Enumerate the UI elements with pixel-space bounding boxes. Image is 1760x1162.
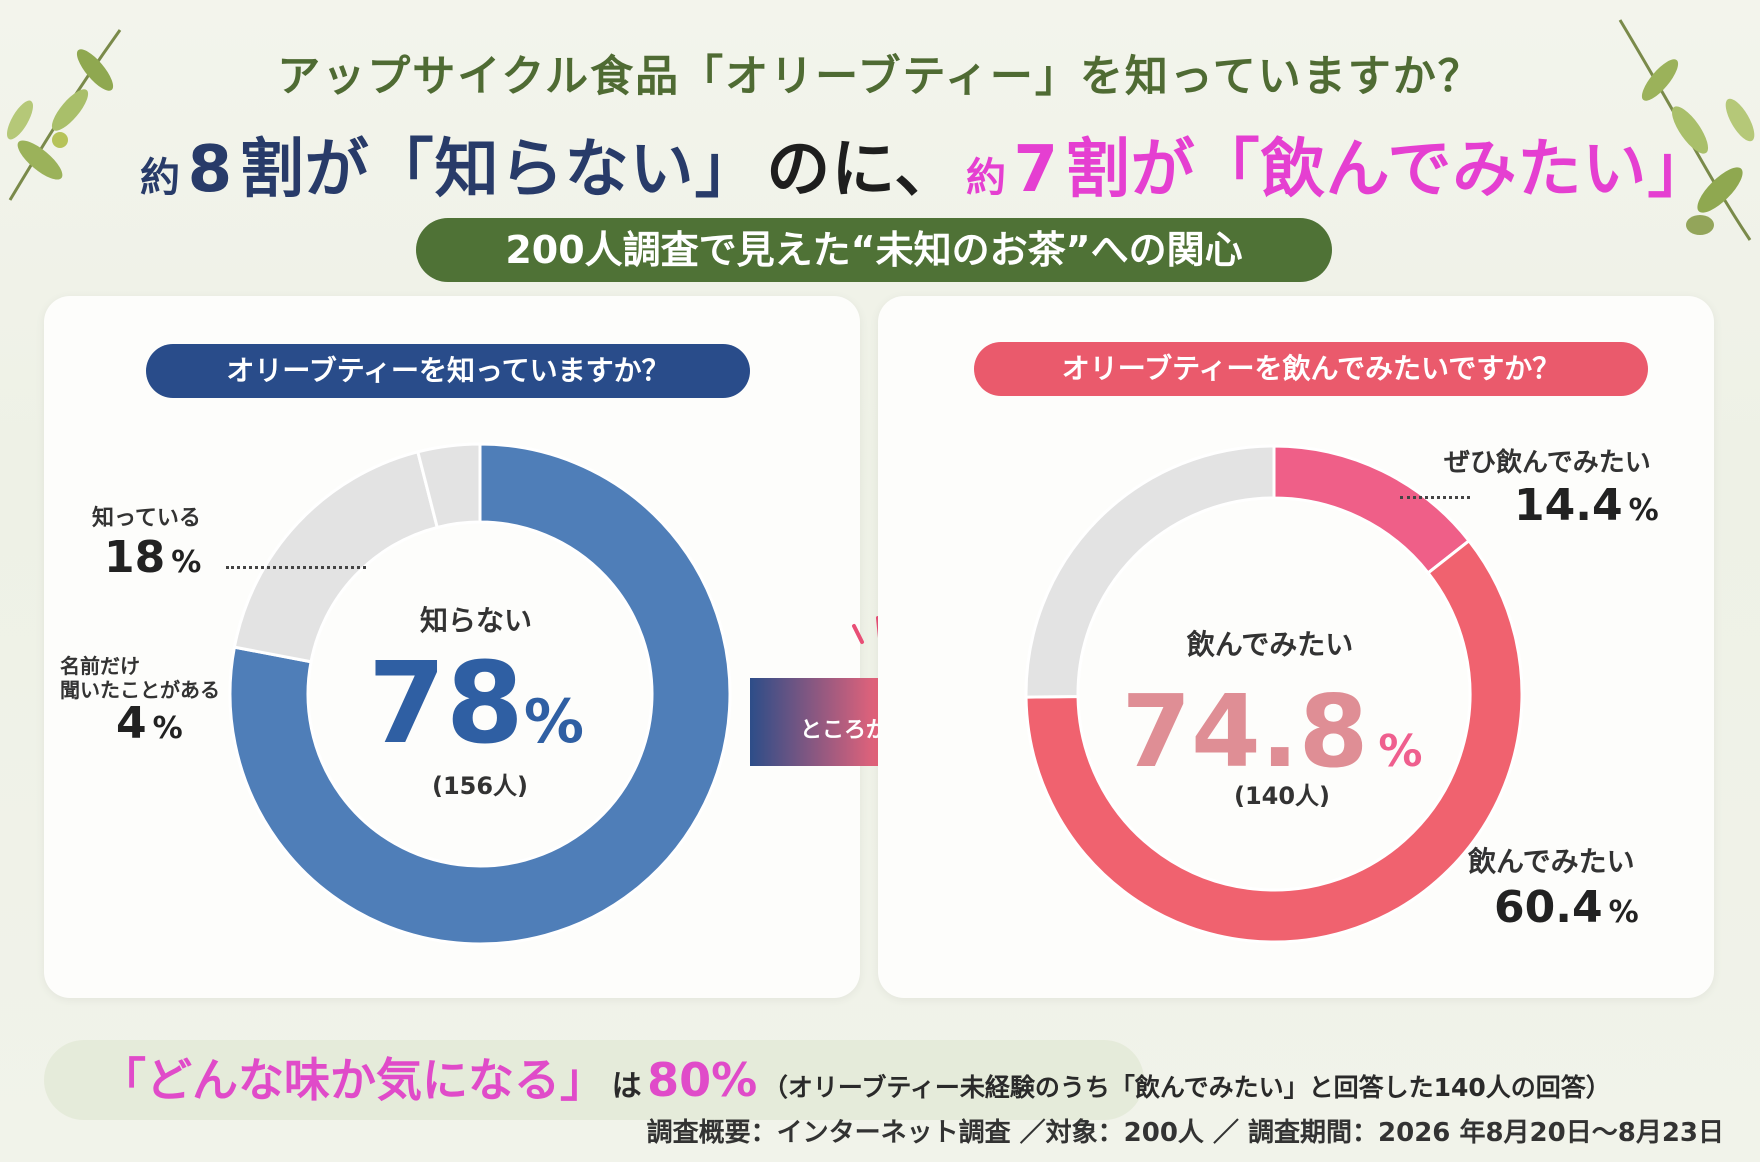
label-know-name: 知っている <box>92 506 201 531</box>
awareness-donut-chart: 知らない 78% (156人) <box>228 442 732 946</box>
interest-question: オリーブティーを飲んでみたいですか？ <box>974 342 1648 396</box>
olive-branch-right-decoration <box>1618 19 1755 241</box>
bottom-highlight: 「どんな味か気になる」 は 80% （オリーブティー未経験のうち「飲んでみたい」… <box>100 1044 1611 1110</box>
interest-donut-chart: 飲んでみたい 74.8% (140人) <box>1024 444 1524 944</box>
label-know-unit: % <box>171 545 202 580</box>
headline-number-8: 8 <box>187 133 234 207</box>
interest-center-count: (140人) <box>1234 782 1330 810</box>
label-strong-percent: 14.4% <box>1514 480 1659 531</box>
label-want-percent: 60.4% <box>1494 882 1639 933</box>
label-strong-name: ぜひ飲んでみたい <box>1444 448 1651 478</box>
headline-number-7: 7 <box>1013 133 1060 207</box>
awareness-donut-slice-1 <box>232 450 440 664</box>
page-title: アップサイクル食品「オリーブティー」を知っていますか？ <box>277 52 1483 102</box>
awareness-center-value: 78% <box>368 639 584 769</box>
strong-leader-line <box>1400 496 1470 499</box>
interest-center-number: 74.8 <box>1122 673 1369 790</box>
label-want-unit: % <box>1608 895 1639 930</box>
interest-donut-slice-2 <box>1024 444 1276 699</box>
awareness-center-unit: % <box>524 687 584 757</box>
label-heard-name-line2: 聞いたことがある <box>60 678 220 702</box>
headline-approx-1: 約 <box>140 155 181 201</box>
awareness-donut-slice-2 <box>416 442 482 530</box>
awareness-question: オリーブティーを知っていますか？ <box>146 344 750 398</box>
label-heard-name-line1: 名前だけ <box>60 654 140 678</box>
label-strong-unit: % <box>1628 493 1659 528</box>
headline: 約 8 割が「知らない」 のに、 約 7 割が「飲んでみたい」 <box>140 118 1711 210</box>
label-know-value: 18 <box>104 532 166 583</box>
label-know-percent: 18% <box>104 532 201 583</box>
subtitle-pill: 200人調査で見えた“未知のお茶”への関心 <box>416 218 1332 282</box>
headline-but: のに、 <box>766 133 960 207</box>
awareness-center-number: 78 <box>368 639 524 769</box>
bottom-highlight-band <box>44 1040 1144 1120</box>
awareness-donut-slice-0 <box>228 442 732 946</box>
interest-panel: オリーブティーを飲んでみたいですか？ 飲んでみたい 74.8% (140人) ぜ… <box>878 296 1714 998</box>
label-heard-percent: 4% <box>116 698 183 749</box>
awareness-center-title: 知らない <box>420 604 532 637</box>
olive-branch-left-decoration <box>7 29 122 201</box>
label-heard-value: 4 <box>116 698 147 749</box>
interest-center-title: 飲んでみたい <box>1187 628 1354 661</box>
survey-overview: 調査概要：インターネット調査 ／対象：200人 ／ 調査期間：2026 年8月2… <box>646 1118 1724 1148</box>
headline-dont-know: 割が「知らない」 <box>239 133 760 207</box>
label-heard-unit: % <box>152 711 183 746</box>
headline-want-to-drink: 割が「飲んでみたい」 <box>1065 133 1713 207</box>
interest-center-unit: % <box>1378 726 1422 777</box>
awareness-panel: オリーブティーを知っていますか？ 知らない 78% (156人) 知っている 1… <box>44 296 860 998</box>
bottom-highlight-percent: 80% <box>647 1053 758 1107</box>
label-want-name: 飲んでみたい <box>1468 845 1635 878</box>
label-strong-value: 14.4 <box>1514 480 1623 531</box>
bottom-highlight-quote: 「どんな味か気になる」 <box>100 1053 606 1107</box>
interest-center-value: 74.8% <box>1122 673 1423 790</box>
bottom-highlight-is: は <box>611 1069 642 1104</box>
interest-donut-slice-0 <box>1272 444 1472 576</box>
bottom-highlight-note: （オリーブティー未経験のうち「飲んでみたい」と回答した140人の回答） <box>762 1073 1611 1102</box>
awareness-center-count: (156人) <box>432 772 528 800</box>
interest-donut-slice-1 <box>1024 538 1524 944</box>
label-want-value: 60.4 <box>1494 882 1603 933</box>
headline-approx-2: 約 <box>965 155 1007 201</box>
know-leader-line <box>226 566 366 569</box>
